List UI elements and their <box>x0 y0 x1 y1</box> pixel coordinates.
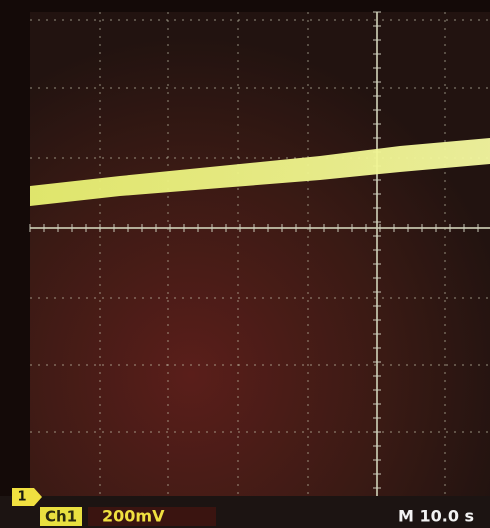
timebase: M 10.0 s <box>398 507 474 526</box>
channel-label: Ch1 <box>45 508 77 526</box>
page: 1 Ch1 200mV M 10.0 s (() => { const data… <box>0 0 490 528</box>
volts-per-div: 200mV <box>102 507 165 526</box>
screen <box>30 12 490 496</box>
oscilloscope-photo: 1 Ch1 200mV M 10.0 s <box>0 0 490 528</box>
marker-label: 1 <box>17 490 26 505</box>
